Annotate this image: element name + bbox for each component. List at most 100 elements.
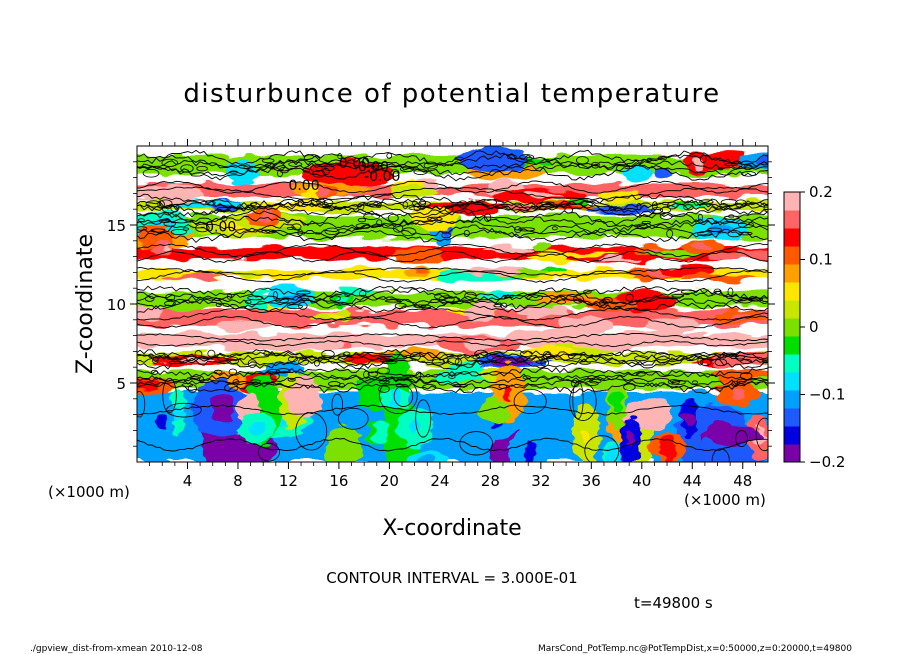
contour-loop <box>393 224 404 233</box>
contour-loop <box>755 417 768 452</box>
contour-loop <box>359 290 367 298</box>
contour-line <box>137 198 768 211</box>
contour-line <box>137 266 768 277</box>
colorbar-segment <box>784 354 800 373</box>
contour-loop <box>431 358 446 366</box>
contour-loop <box>328 381 341 387</box>
contour-loop <box>182 227 190 231</box>
x-tick-label: 24 <box>430 472 449 490</box>
contour-loop <box>216 206 229 213</box>
contour-loop <box>137 391 146 418</box>
field-patch <box>390 386 402 410</box>
contour-line <box>137 269 768 284</box>
contour-loop <box>137 226 148 231</box>
contour-line <box>137 348 768 360</box>
contour-line <box>137 215 768 230</box>
field-patch <box>659 434 676 459</box>
contour-loop <box>448 374 456 379</box>
contour-loop <box>422 384 437 391</box>
field-patch <box>636 332 676 342</box>
contour-loop <box>286 226 295 230</box>
contour-loop <box>747 297 763 302</box>
contour-loop <box>657 155 668 161</box>
contour-loop <box>297 199 304 207</box>
contour-loop <box>162 205 178 214</box>
contour-loop <box>384 299 402 303</box>
x-unit-right: (×1000 m) <box>684 491 766 509</box>
colorbar: 0.2 0.1 0 −0.1 −0.2 <box>783 183 845 471</box>
contour-loop <box>699 358 712 366</box>
contour-loop <box>207 349 216 358</box>
contour-loop <box>164 300 176 307</box>
contour-loop <box>735 430 748 448</box>
x-axis: 4 8 12 16 20 24 28 32 36 40 44 48 <box>149 139 756 490</box>
contour-loop <box>226 293 233 300</box>
contour-loop <box>413 168 428 175</box>
field-patch <box>485 399 503 422</box>
contour-line <box>137 307 768 322</box>
contour-loop <box>363 213 380 220</box>
colorbar-tick-label: −0.1 <box>809 386 845 404</box>
contour-line <box>137 332 768 342</box>
field-patch <box>241 399 255 416</box>
contour-loop <box>247 359 257 368</box>
contour-loop <box>493 304 503 308</box>
contour-loop <box>446 357 460 365</box>
contour-loop <box>152 356 159 364</box>
contour-loop <box>584 380 599 386</box>
field-patch <box>653 168 673 179</box>
contour-loop <box>761 359 768 364</box>
contour-lines <box>137 149 768 462</box>
field-patch <box>152 189 187 199</box>
contour-loop <box>310 198 320 207</box>
contour-loop <box>375 204 382 208</box>
contour-loop <box>463 229 470 237</box>
contour-loop <box>486 354 502 361</box>
contour-loop <box>737 298 753 304</box>
contour-loop <box>452 383 468 388</box>
contour-loop <box>150 369 159 375</box>
contour-loop <box>567 353 582 360</box>
contour-label: -0.00 <box>200 219 236 235</box>
contour-loop <box>434 292 450 301</box>
contour-label: 0.00 <box>288 178 319 194</box>
contour-loop <box>579 361 591 365</box>
contour-line <box>137 315 768 329</box>
contour-loop <box>165 293 176 302</box>
contour-loop <box>145 200 162 208</box>
contour-line <box>137 404 768 416</box>
contour-loop <box>731 380 739 387</box>
x-tick-label: 40 <box>632 472 651 490</box>
contour-loop <box>441 232 452 239</box>
colorbar-segment <box>784 300 800 319</box>
field-patch <box>373 422 389 447</box>
contour-loop <box>683 204 694 211</box>
contour-loop <box>503 294 514 299</box>
field-patch <box>581 428 591 442</box>
plot-area: 0.000.00-0.000.00-0.00 <box>136 145 769 463</box>
contour-loop <box>243 164 251 170</box>
field-patch <box>513 305 569 318</box>
contour-loop <box>588 379 602 384</box>
contour-loop <box>187 384 197 393</box>
x-tick-label: 28 <box>481 472 500 490</box>
contour-loop <box>260 229 277 234</box>
contour-loop <box>272 162 285 171</box>
contour-loop <box>302 168 311 173</box>
contour-loop <box>636 203 642 211</box>
contour-label: -0.00 <box>364 169 400 185</box>
contour-loop <box>584 435 620 462</box>
contour-loop <box>401 227 417 237</box>
y-tick-label: 15 <box>107 217 126 235</box>
contour-loop <box>263 350 270 357</box>
contour-loop <box>402 201 409 209</box>
contour-loop <box>337 153 343 160</box>
contour-loop <box>379 377 418 414</box>
contour-line <box>137 227 768 244</box>
field-patch <box>419 453 434 462</box>
field-patch <box>504 384 512 402</box>
y-axis-label: Z-coordinate <box>73 234 98 374</box>
contour-line <box>137 355 768 370</box>
contour-loop <box>572 380 584 420</box>
colorbar-segment <box>784 408 800 427</box>
